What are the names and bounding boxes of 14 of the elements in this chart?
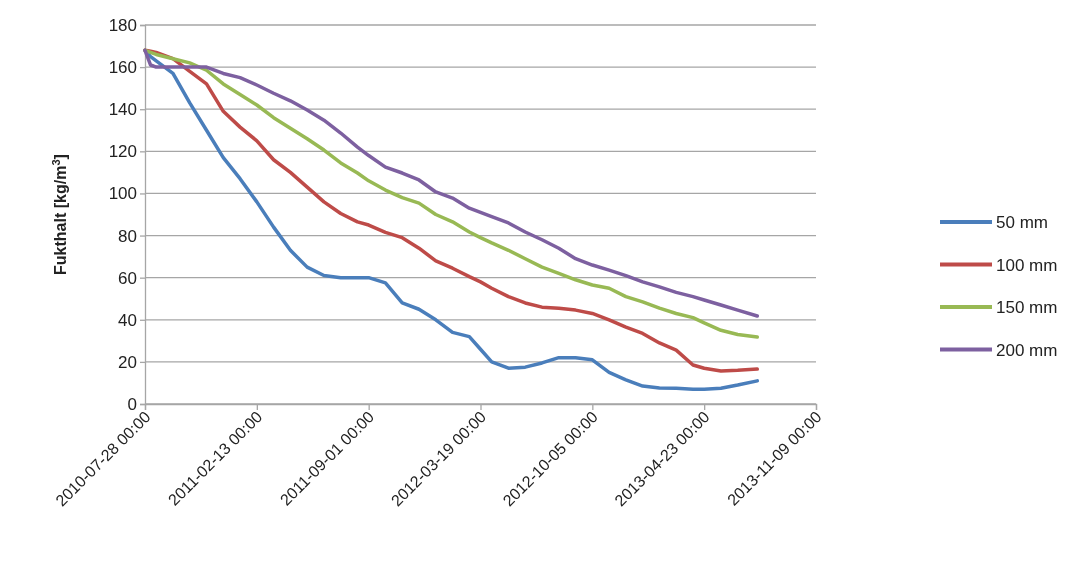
y-tick-label: 60	[118, 268, 137, 288]
y-tick-label: 0	[127, 394, 137, 414]
y-tick-label: 180	[108, 15, 137, 35]
y-tick-label: 80	[118, 226, 137, 246]
legend-label: 150 mm	[996, 298, 1058, 317]
y-tick-label: 160	[108, 58, 137, 78]
y-tick-label: 40	[118, 310, 137, 330]
y-tick-label: 100	[108, 184, 137, 204]
legend-label: 100 mm	[996, 255, 1058, 275]
y-tick-label: 140	[108, 100, 137, 120]
y-tick-label: 20	[118, 352, 137, 372]
y-tick-label: 120	[108, 142, 137, 162]
legend-label: 50 mm	[996, 213, 1048, 232]
legend-label: 200 mm	[996, 340, 1058, 360]
